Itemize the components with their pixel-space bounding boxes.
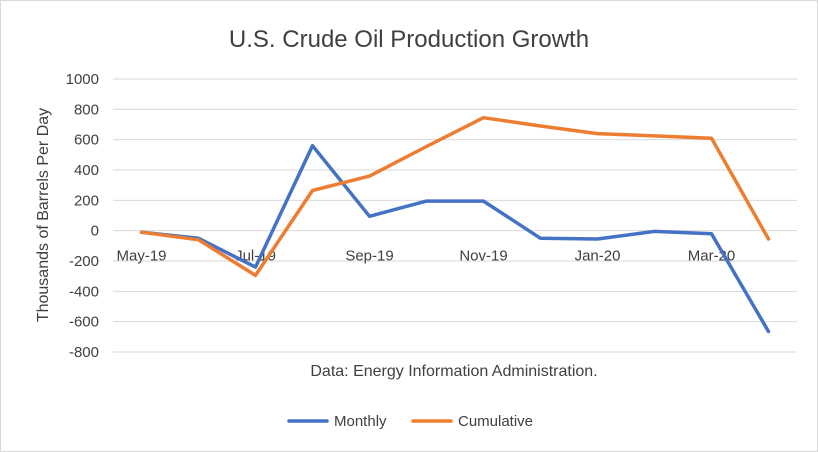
y-tick-label: -600: [69, 314, 99, 331]
series-line-monthly: [139, 143, 771, 334]
legend: Monthly Cumulative: [287, 413, 533, 430]
y-tick-label: 400: [74, 162, 99, 179]
y-tick-label: 800: [74, 101, 99, 118]
y-axis-label: Thousands of Barrels Per Day: [35, 108, 52, 322]
x-tick-label: Sep-19: [345, 248, 393, 265]
x-tick-label: Nov-19: [459, 248, 507, 265]
gridlines: [113, 78, 797, 353]
legend-label-monthly: Monthly: [334, 413, 387, 430]
series-lines: [139, 115, 771, 334]
y-tick-label: 0: [91, 223, 99, 240]
data-source-note: Data: Energy Information Administration.: [310, 363, 597, 380]
y-tick-label: 200: [74, 192, 99, 209]
x-axis-ticks: May-19 Jul-19 Sep-19 Nov-19 Jan-20 Mar-20: [116, 248, 735, 265]
x-tick-label: Jan-20: [575, 248, 621, 265]
legend-label-cumulative: Cumulative: [458, 413, 533, 430]
x-tick-label: May-19: [116, 248, 166, 265]
y-tick-label: -800: [69, 344, 99, 361]
y-tick-label: 600: [74, 132, 99, 149]
y-tick-label: -400: [69, 283, 99, 300]
y-axis-ticks: 1000 800 600 400 200 0 -200 -400 -600 -800: [66, 71, 99, 361]
chart-title: U.S. Crude Oil Production Growth: [229, 26, 589, 53]
series-line-cumulative: [139, 115, 771, 278]
y-tick-label: -200: [69, 253, 99, 270]
y-tick-label: 1000: [66, 71, 99, 88]
